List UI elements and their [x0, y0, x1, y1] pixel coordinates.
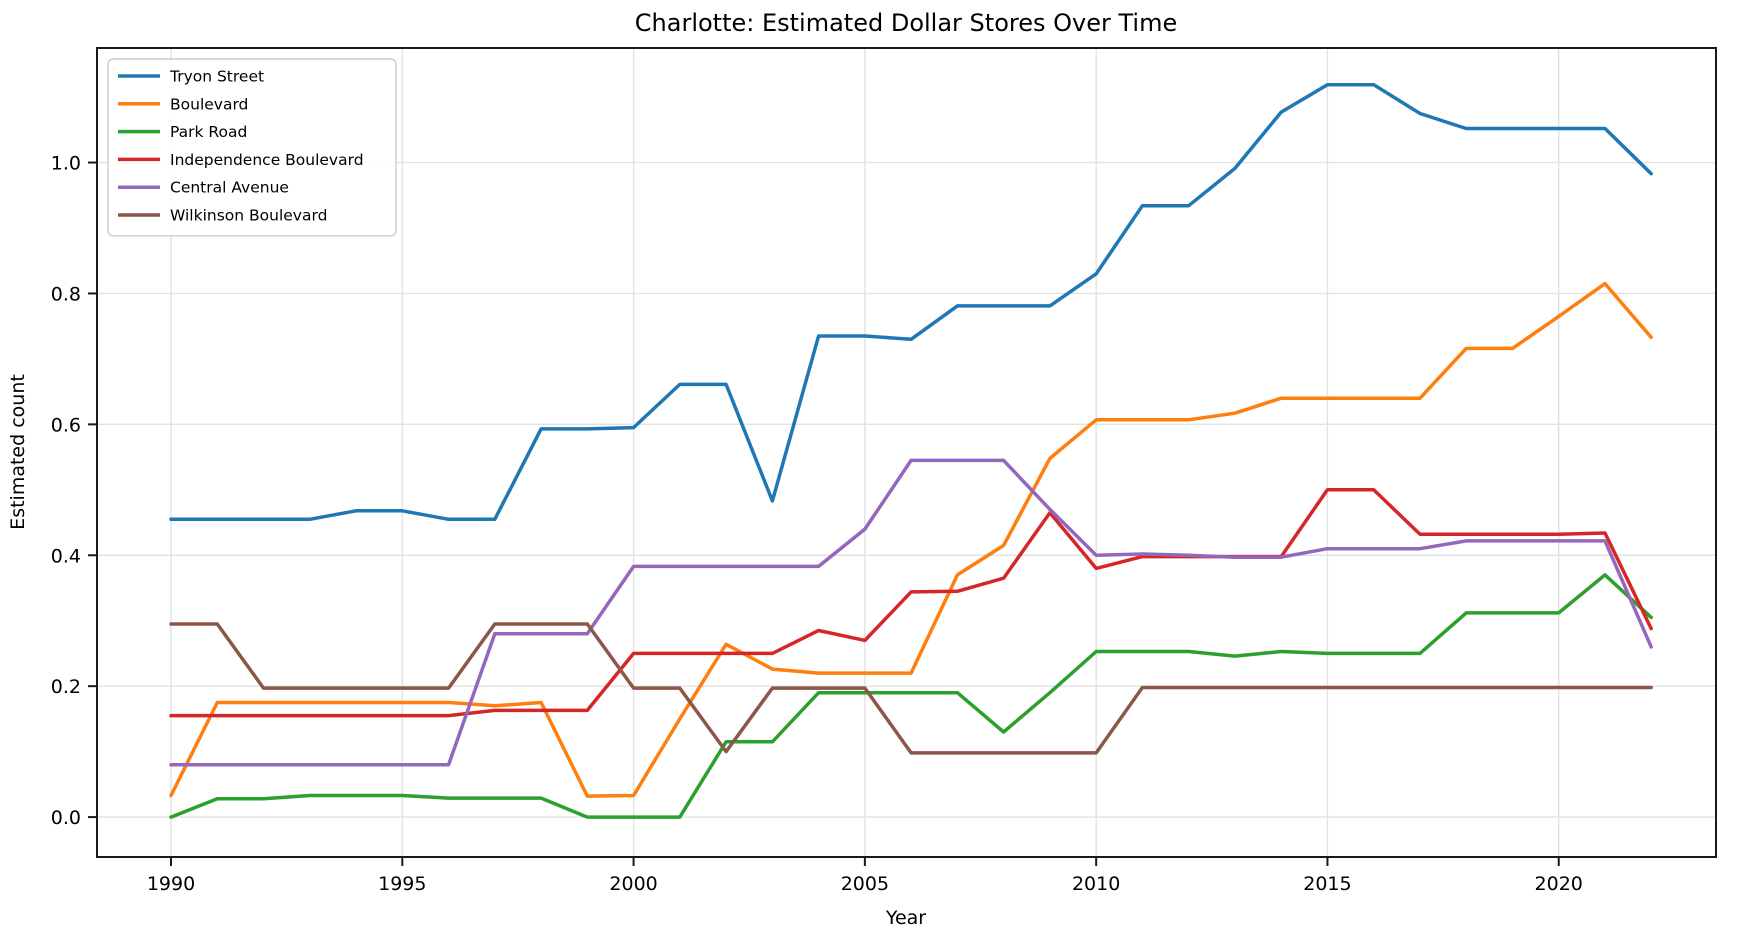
series-lines: [169, 82, 1653, 819]
axes: [88, 47, 1717, 866]
y-axis-label: Estimated count: [7, 374, 29, 530]
x-tick-label: 2005: [841, 873, 889, 895]
series-line-tryon-street: [169, 82, 1653, 522]
legend-label: Independence Boulevard: [170, 151, 364, 169]
x-tick-label: 2020: [1535, 873, 1583, 895]
x-tick-label: 1990: [147, 873, 195, 895]
y-tick-label: 0.6: [51, 414, 81, 436]
tick-labels: 1990 1995 2000 2005 2010 2015 2020 0.0 0.2 0.4 0.6…: [51, 153, 1583, 895]
series-line-boulevard: [169, 281, 1653, 798]
series-line-wilkinson-boulevard: [169, 622, 1653, 755]
legend-label: Central Avenue: [170, 179, 289, 197]
grid-lines: [97, 48, 1716, 857]
legend-item-wilkinson-boulevard: Wilkinson Boulevard: [118, 207, 327, 225]
legend: Tryon Street Boulevard Park Road Independen…: [107, 58, 397, 237]
legend-label: Boulevard: [170, 95, 248, 113]
legend-label: Park Road: [170, 123, 247, 141]
x-tick-label: 1995: [378, 873, 426, 895]
y-tick-label: 0.4: [51, 545, 81, 567]
series-line-independence-boulevard: [169, 488, 1653, 718]
legend-item-park-road: Park Road: [118, 123, 247, 141]
legend-box: [107, 58, 397, 237]
y-tick-label: 1.0: [51, 153, 81, 175]
x-axis-label: Year: [885, 907, 926, 929]
series-line-central-avenue: [169, 458, 1653, 767]
plot-border: [96, 47, 1717, 858]
legend-item-central-avenue: Central Avenue: [118, 179, 289, 197]
series-line-park-road: [169, 573, 1653, 819]
legend-label: Wilkinson Boulevard: [170, 207, 327, 225]
legend-item-boulevard: Boulevard: [118, 95, 248, 113]
chart-title: Charlotte: Estimated Dollar Stores Over …: [635, 9, 1177, 37]
x-tick-label: 2000: [609, 873, 657, 895]
y-tick-label: 0.0: [51, 807, 81, 829]
y-tick-label: 0.8: [51, 283, 81, 305]
x-tick-label: 2010: [1072, 873, 1120, 895]
x-tick-label: 2015: [1303, 873, 1351, 895]
legend-label: Tryon Street: [169, 68, 264, 86]
y-tick-label: 0.2: [51, 676, 81, 698]
legend-item-tryon-street: Tryon Street: [118, 68, 264, 86]
legend-item-independence-boulevard: Independence Boulevard: [118, 151, 364, 169]
